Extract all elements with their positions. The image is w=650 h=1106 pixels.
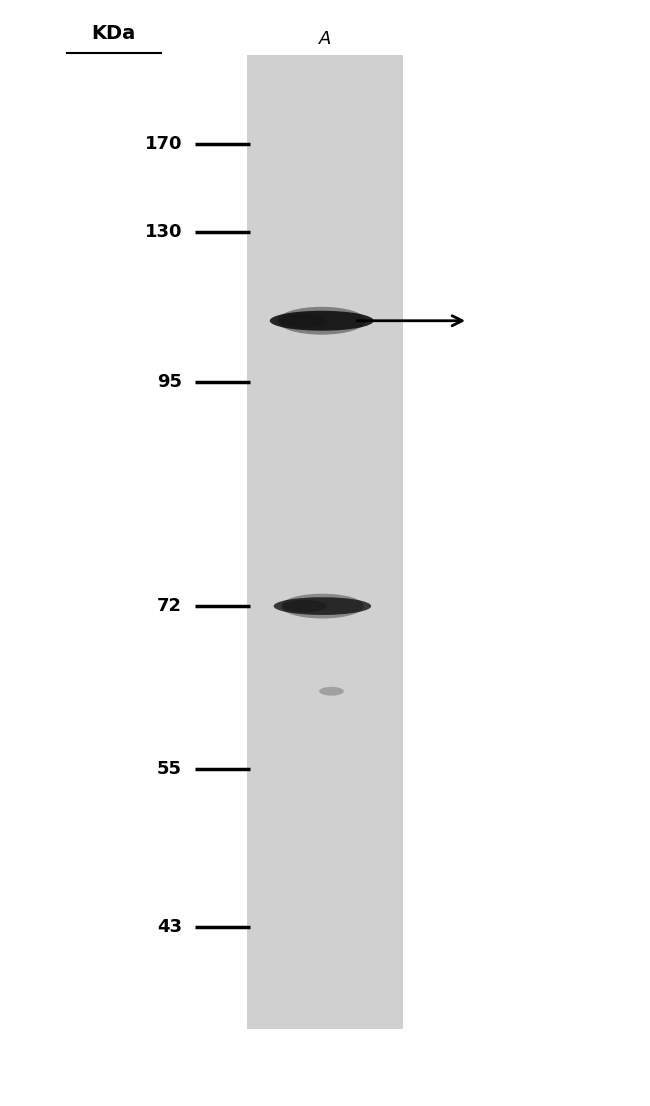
Text: 55: 55	[157, 760, 182, 778]
Ellipse shape	[280, 314, 326, 327]
Text: KDa: KDa	[92, 23, 136, 43]
Text: 72: 72	[157, 597, 182, 615]
Ellipse shape	[278, 306, 366, 335]
Ellipse shape	[319, 687, 344, 696]
Ellipse shape	[274, 597, 371, 615]
Text: A: A	[318, 30, 332, 48]
Ellipse shape	[283, 599, 327, 613]
Text: 130: 130	[144, 223, 182, 241]
Ellipse shape	[270, 311, 374, 331]
Ellipse shape	[281, 594, 364, 618]
Bar	[247, 55, 403, 1029]
Text: 95: 95	[157, 373, 182, 390]
Text: 170: 170	[144, 135, 182, 153]
Text: 43: 43	[157, 918, 182, 936]
